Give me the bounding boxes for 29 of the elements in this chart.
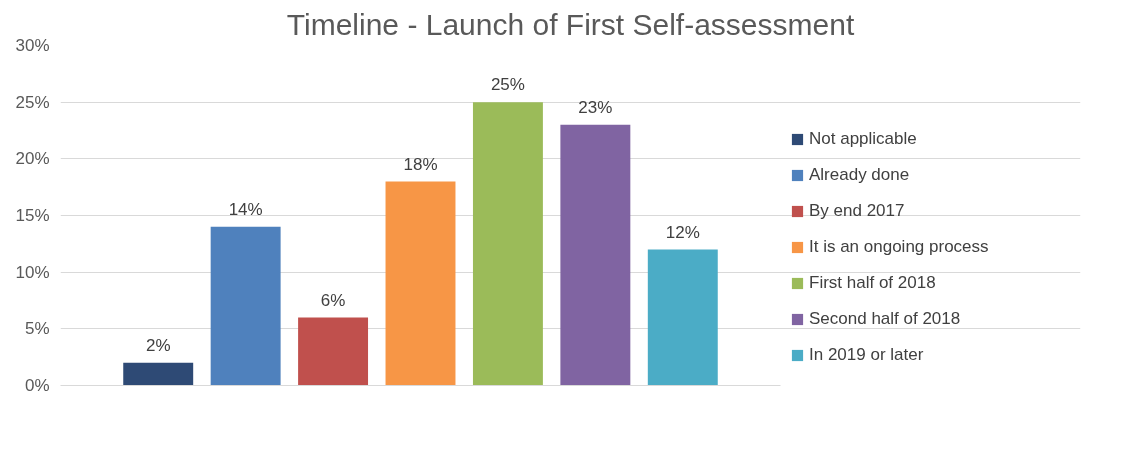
legend-label: By end 2017 [809,201,905,221]
y-tick-label: 0% [24,376,50,395]
y-tick-label: 25% [15,92,50,112]
bar [560,124,631,386]
legend-label: It is an ongoing process [809,237,989,257]
legend-label: Already done [809,165,910,185]
y-tick-label: 5% [24,319,50,339]
legend-label: In 2019 or later [809,345,924,365]
bar [298,317,369,386]
data-label: 2% [145,335,171,355]
data-label: 25% [490,75,525,95]
bar [123,362,194,386]
legend-label: Second half of 2018 [809,309,961,329]
data-label: 18% [403,154,438,174]
bar [472,102,543,386]
data-label: 12% [665,222,700,242]
legend-label: Not applicable [809,129,917,149]
y-tick-label: 15% [15,206,50,225]
data-label: 6% [320,290,346,310]
bar [385,181,456,386]
data-label: 23% [578,97,613,117]
y-tick-label: 20% [15,149,50,169]
bar [647,249,718,386]
bar [210,226,281,386]
y-tick-label: 10% [15,262,50,282]
data-label: 14% [228,199,263,219]
chart-title: Timeline - Launch of First Self-assessment [286,7,855,41]
legend-label: First half of 2018 [809,273,936,293]
y-tick-label: 30% [15,36,50,55]
